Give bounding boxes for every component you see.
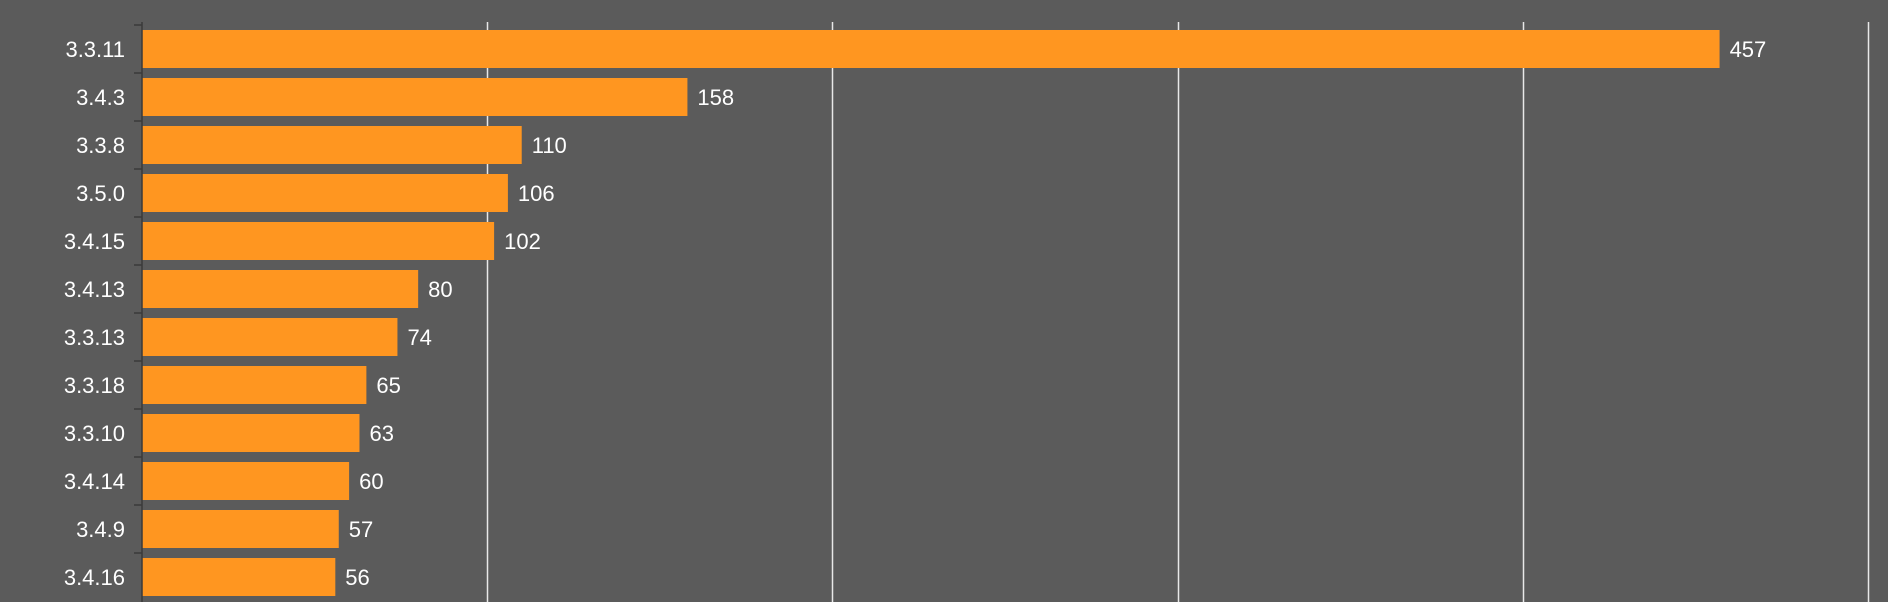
gridlines	[486, 22, 1870, 602]
bar	[142, 462, 350, 500]
bar	[142, 270, 419, 308]
bar	[142, 78, 688, 116]
bar	[142, 222, 495, 260]
bar	[142, 318, 398, 356]
y-tick-label: 3.4.15	[64, 229, 125, 254]
y-tick-label: 3.4.3	[76, 85, 125, 110]
data-label: 65	[376, 373, 400, 398]
bar	[142, 558, 336, 596]
data-label: 56	[345, 565, 369, 590]
data-label: 63	[369, 421, 393, 446]
data-label: 457	[1730, 37, 1767, 62]
data-label: 80	[428, 277, 452, 302]
y-tick-label: 3.3.18	[64, 373, 125, 398]
y-tick-label: 3.4.13	[64, 277, 125, 302]
y-tick-label: 3.3.13	[64, 325, 125, 350]
bars	[142, 30, 1720, 596]
y-tick-label: 3.3.10	[64, 421, 125, 446]
bar	[142, 174, 508, 212]
data-label: 57	[349, 517, 373, 542]
y-tick-label: 3.4.9	[76, 517, 125, 542]
data-label: 74	[407, 325, 431, 350]
data-label: 158	[697, 85, 734, 110]
labels: 3.3.11 457 3.4.3 158 3.3.8 110 3.5.0 106 3.4.15 1…	[64, 37, 1766, 590]
y-tick-label: 3.3.8	[76, 133, 125, 158]
bar	[142, 510, 339, 548]
bar	[142, 126, 522, 164]
bar	[142, 30, 1720, 68]
y-tick-label: 3.5.0	[76, 181, 125, 206]
y-tick-label: 3.4.14	[64, 469, 125, 494]
y-axis	[134, 22, 143, 602]
data-label: 102	[504, 229, 541, 254]
data-label: 106	[518, 181, 555, 206]
data-label: 110	[532, 133, 567, 158]
data-label: 60	[359, 469, 383, 494]
bar	[142, 366, 367, 404]
y-tick-label: 3.4.16	[64, 565, 125, 590]
bar	[142, 414, 360, 452]
y-tick-label: 3.3.11	[65, 37, 125, 62]
